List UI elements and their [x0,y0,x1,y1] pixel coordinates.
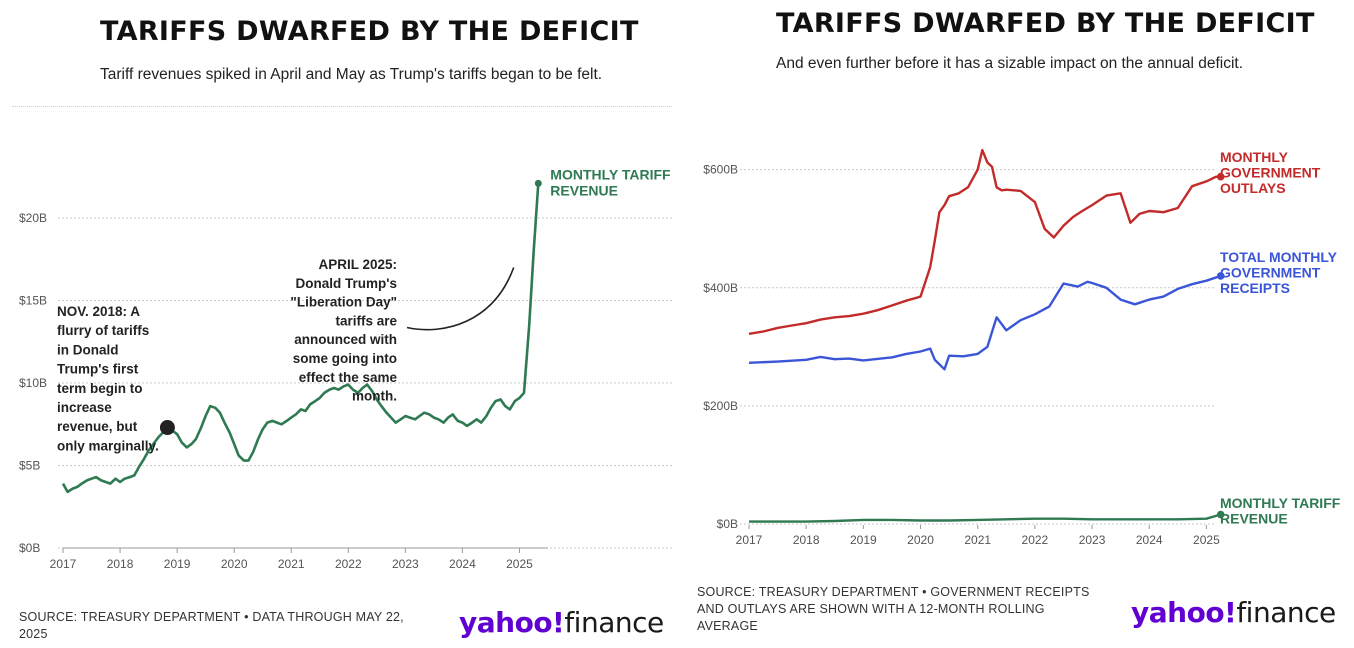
left-y-tick-label: $5B [19,459,40,473]
left-x-tick-label: 2017 [50,557,77,571]
left-x-tick-label: 2022 [335,557,362,571]
nov-2018-annotation: NOV. 2018: A flurry of tariffs in Donald Tr… [57,304,159,453]
right-source-line-2: AND OUTLAYS ARE SHOWN WITH A 12-MONTH RO… [697,602,1045,616]
right-x-tick-label: 2022 [1022,533,1049,547]
nov-2018-annotation-line: term begin to [57,381,143,396]
right-source-note: SOURCE: TREASURY DEPARTMENT • GOVERNMENT… [697,584,1090,635]
april-2025-annotation-line: "Liberation Day" [290,295,397,310]
right-y-ticks: $0B $200B $400B $600B [703,163,738,531]
right-series-lines [748,148,1225,523]
receipts-label-line: RECEIPTS [1220,280,1290,296]
right-y-tick-label: $0B [717,517,738,531]
outlays-label-line: GOVERNMENT [1220,165,1321,181]
left-y-tick-label: $10B [19,376,47,390]
nov-2018-annotation-line: flurry of tariffs [57,323,149,338]
left-x-tick-label: 2021 [278,557,305,571]
april-2025-annotation-line: Donald Trump's [296,276,397,291]
right-x-tick-label: 2024 [1136,533,1163,547]
nov-2018-annotation-line: only marginally. [57,438,159,453]
tariff-label-line: MONTHLY TARIFF [1220,495,1341,511]
tariff-label-line: REVENUE [1220,511,1288,527]
left-source-note: SOURCE: TREASURY DEPARTMENT • DATA THROU… [19,609,404,643]
right-chart-panel: TARIFFS DWARFED BY THE DEFICIT And even … [680,0,1354,648]
left-source-line-1: SOURCE: TREASURY DEPARTMENT • DATA THROU… [19,610,404,624]
left-x-tick-label: 2020 [221,557,248,571]
april-2025-callout-curve [406,267,515,331]
outlays-end-dot [1216,172,1225,181]
right-source-line-3: AVERAGE [697,619,758,633]
right-y-tick-label: $200B [703,399,738,413]
right-x-tick-label: 2023 [1079,533,1106,547]
left-y-tick-label: $15B [19,294,47,308]
outlays-line [748,148,1221,335]
logo-yahoo: yahoo! [459,606,565,639]
right-x-tick-label: 2021 [964,533,991,547]
right-x-ticks: 2017 2018 2019 2020 2021 2022 2023 2024 2025 [736,525,1220,547]
left-x-tick-label: 2018 [107,557,134,571]
outlays-label-line: MONTHLY [1220,149,1289,165]
nov-2018-annotation-line: in Donald [57,342,119,357]
left-chart-title: TARIFFS DWARFED BY THE DEFICIT [100,16,639,47]
tariff-label-line: MONTHLY TARIFF [550,166,671,182]
left-x-tick-label: 2025 [506,557,533,571]
right-chart-title: TARIFFS DWARFED BY THE DEFICIT [776,8,1315,39]
left-y-ticks: $0B $5B $10B $15B $20B [19,211,47,555]
right-x-tick-label: 2020 [907,533,934,547]
tariff-label-line: REVENUE [550,182,618,198]
left-x-tick-label: 2023 [392,557,419,571]
nov-2018-marker [159,420,175,436]
logo-finance: finance [564,606,664,639]
left-x-tick-label: 2024 [449,557,476,571]
yahoo-finance-logo-right: yahoo!finance [1131,596,1336,629]
receipts-line [748,274,1222,371]
right-x-tick-label: 2019 [850,533,877,547]
right-grid [740,169,1215,525]
logo-yahoo: yahoo! [1131,596,1237,629]
tariff-end-dot [1216,510,1225,519]
logo-finance: finance [1236,596,1336,629]
left-y-tick-label: $20B [19,211,47,225]
left-x-tick-label: 2019 [164,557,191,571]
receipts-label-line: GOVERNMENT [1220,265,1321,281]
left-header-divider [12,106,672,107]
right-x-tick-label: 2025 [1193,533,1220,547]
right-chart-svg: $0B$200B$400B$600B 2017 2018 2019 2020 2021 2… [703,148,1341,547]
april-2025-annotation-line: APRIL 2025: [318,257,397,272]
right-source-line-1: SOURCE: TREASURY DEPARTMENT • GOVERNMENT… [697,585,1090,599]
left-y-tick-label: $0B [19,541,40,555]
nov-2018-annotation-line: Trump's first [57,362,139,377]
right-x-tick-label: 2017 [736,533,763,547]
right-x-tick-label: 2018 [793,533,820,547]
tariff-line [749,513,1222,523]
left-chart-panel: TARIFFS DWARFED BY THE DEFICIT Tariff re… [12,16,672,643]
receipts-end-dot [1216,272,1225,280]
nov-2018-annotation-line: revenue, but [57,419,138,434]
tariff-end-dot [534,179,542,187]
right-chart-subtitle: And even further before it has a sizable… [776,55,1244,72]
left-chart-subtitle: Tariff revenues spiked in April and May … [100,66,603,83]
outlays-label-line: OUTLAYS [1220,180,1286,196]
right-y-tick-label: $600B [703,163,738,177]
april-2025-annotation-line: month. [352,389,397,404]
april-2025-annotation-line: announced with [294,332,397,347]
april-2025-annotation-line: tariffs are [335,313,397,328]
yahoo-finance-logo: yahoo!finance [459,606,664,639]
left-x-ticks: 2017 2018 2019 2020 2021 2022 2023 2024 2025 [50,547,548,571]
nov-2018-annotation-line: NOV. 2018: A [57,304,140,319]
tariff-line [61,183,540,494]
april-2025-annotation-line: effect the same [299,370,398,385]
nov-2018-annotation-line: increase [57,400,112,415]
left-chart-svg: $0B$5B$10B$15B$20B 2017 2018 2019 2020 2021 2… [19,166,672,571]
april-2025-annotation-line: some going into [293,351,397,366]
right-y-tick-label: $400B [703,281,738,295]
receipts-label-line: TOTAL MONTHLY [1220,249,1338,265]
left-source-line-2: 2025 [19,627,48,641]
april-2025-annotation: APRIL 2025: Donald Trump's "Liberation Day… [290,257,397,404]
